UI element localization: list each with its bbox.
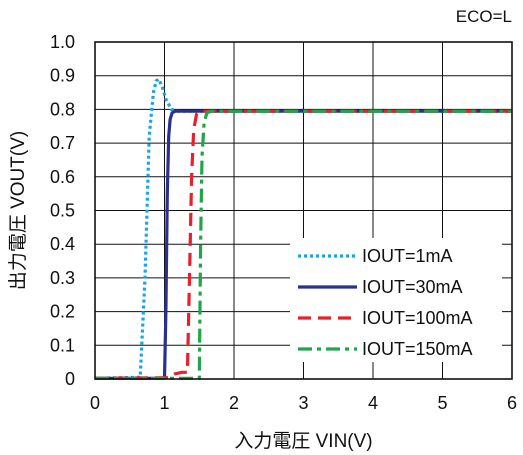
x-tick-label: 3 [298,393,308,413]
y-tick-label: 0.1 [50,335,75,355]
y-tick-label: 1.0 [50,32,75,52]
y-tick-label: 0.7 [50,133,75,153]
series-layer [94,77,512,380]
legend-background [290,238,502,362]
y-axis-label: 出力電圧 VOUT(V) [7,131,29,290]
legend: IOUT=1mA IOUT=30mA IOUT=100mA IOUT=150mA [290,238,502,362]
x-axis-label: 入力電圧 VIN(V) [234,430,372,452]
x-tick-label: 4 [368,393,378,413]
tick-labels: 0 1 2 3 4 5 6 0 0.1 0.2 0.3 0.4 0.5 0.6 0.7 0.8 0.9 1.0 [50,32,517,413]
series-line-1 [94,77,512,380]
x-tick-label: 1 [159,393,169,413]
x-tick-label: 6 [507,393,517,413]
legend-label-2: IOUT=30mA [362,277,463,297]
series-line-3 [94,109,512,380]
y-tick-label: 0.5 [50,201,75,221]
x-tick-label: 2 [229,393,239,413]
y-tick-label: 0.8 [50,99,75,119]
y-tick-label: 0 [65,369,75,389]
plot-frame [94,41,513,380]
legend-label-3: IOUT=100mA [362,308,473,328]
series-line-4 [95,109,512,380]
y-tick-label: 0.4 [50,234,75,254]
y-tick-label: 0.6 [50,167,75,187]
y-tick-label: 0.9 [50,66,75,86]
annotation-label: ECO=L [456,7,512,26]
y-tick-label: 0.2 [50,302,75,322]
legend-label-1: IOUT=1mA [362,246,453,266]
legend-label-4: IOUT=150mA [362,339,473,359]
x-tick-label: 0 [90,393,100,413]
series-line-2 [95,109,512,380]
y-tick-label: 0.3 [50,268,75,288]
x-tick-label: 5 [437,393,447,413]
